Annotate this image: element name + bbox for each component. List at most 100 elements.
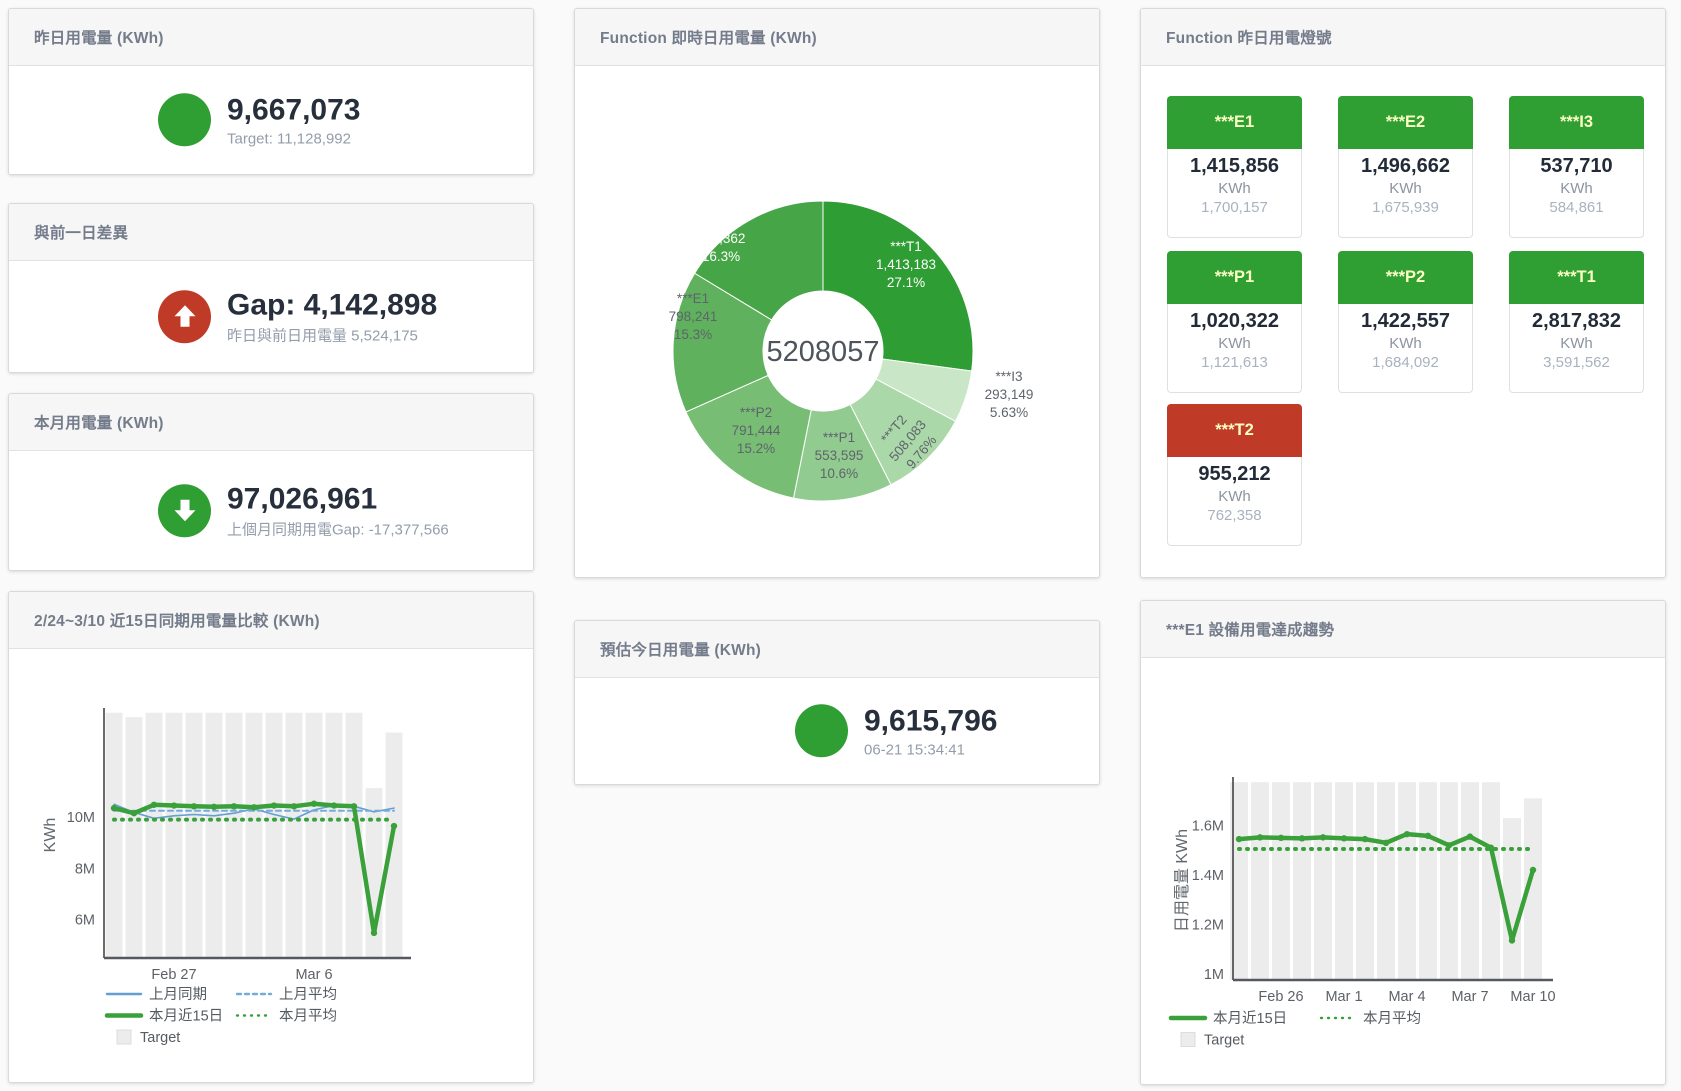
- tile-header[interactable]: ***T1: [1509, 251, 1644, 304]
- target-bar: [285, 712, 303, 958]
- y-tick-label: 10M: [67, 810, 95, 826]
- tile-header[interactable]: ***T2: [1167, 404, 1302, 457]
- y-axis-title: 日用電量 KWh: [1174, 829, 1191, 932]
- series-point[interactable]: [350, 803, 358, 810]
- light-tile-i3[interactable]: ***I3 537,710 KWh 584,861: [1509, 96, 1644, 238]
- series-point[interactable]: [170, 802, 178, 809]
- series-point[interactable]: [230, 803, 238, 810]
- legend-item[interactable]: 本月平均: [1319, 1010, 1421, 1027]
- series-point[interactable]: [1340, 835, 1348, 842]
- series-point[interactable]: [1529, 866, 1537, 874]
- series-point[interactable]: [1382, 839, 1390, 847]
- legend-label: Target: [1204, 1033, 1244, 1049]
- series-point[interactable]: [1466, 833, 1474, 840]
- light-tile-t1[interactable]: ***T1 2,817,832 KWh 3,591,562: [1509, 251, 1644, 393]
- tile-target: 762,358: [1207, 507, 1262, 524]
- x-tick-label: Mar 4: [1388, 989, 1425, 1005]
- donut-slice-e2[interactable]: [694, 200, 824, 321]
- series-point[interactable]: [210, 803, 218, 811]
- tile-body: 537,710 KWh 584,861: [1509, 149, 1644, 238]
- panel-header[interactable]: 預估今日用電量 (KWh): [575, 621, 1099, 678]
- panel-trend-chart: ***E1 設備用電達成趨勢 1M 1.2M 1.4M 1.6M Feb 26 Mar 1…: [1140, 600, 1666, 1085]
- tile-header[interactable]: ***E2: [1338, 96, 1473, 149]
- tile-name: ***P1: [1214, 268, 1255, 286]
- tile-header[interactable]: ***E1: [1167, 96, 1302, 149]
- legend-item[interactable]: 本月近15日: [1168, 1010, 1287, 1027]
- series-point[interactable]: [1403, 830, 1411, 838]
- legend-item[interactable]: Target: [116, 1029, 180, 1046]
- y-tick-label: 8M: [75, 861, 95, 877]
- tile-value: 1,415,856: [1190, 155, 1279, 177]
- panel-header[interactable]: 本月用電量 (KWh): [9, 394, 533, 451]
- tile-header[interactable]: ***P2: [1338, 251, 1473, 304]
- donut-slice-label: ***P1 553,595 10.6%: [815, 430, 864, 481]
- legend-item[interactable]: 本月平均: [235, 1008, 337, 1025]
- series-point[interactable]: [310, 800, 318, 807]
- series-point[interactable]: [1361, 835, 1369, 843]
- tile-value: 955,212: [1198, 463, 1271, 485]
- tile-value: 1,496,662: [1361, 155, 1450, 177]
- target-bar: [165, 712, 183, 958]
- tile-target: 584,861: [1549, 199, 1604, 216]
- target-bar: [1524, 798, 1542, 980]
- panel-header[interactable]: 2/24~3/10 近15日同期用電量比較 (KWh): [9, 592, 533, 649]
- legend-item[interactable]: 上月平均: [235, 986, 337, 1003]
- panel-header[interactable]: ***E1 設備用電達成趨勢: [1141, 601, 1665, 658]
- panel-title: 與前一日差異: [34, 225, 129, 242]
- series-point[interactable]: [150, 801, 158, 808]
- target-bar: [1398, 782, 1416, 980]
- tile-header[interactable]: ***I3: [1509, 96, 1644, 149]
- y-tick-label: 1.2M: [1192, 917, 1224, 933]
- panel-title: Function 昨日用電燈號: [1166, 30, 1332, 47]
- tile-header[interactable]: ***P1: [1167, 251, 1302, 304]
- tile-value: 2,817,832: [1532, 310, 1621, 332]
- y-tick-label: 1.6M: [1192, 818, 1224, 834]
- target-bar: [1461, 782, 1479, 980]
- series-point[interactable]: [1508, 937, 1516, 944]
- target-bar: [325, 712, 343, 958]
- series-point[interactable]: [110, 804, 118, 812]
- series-point[interactable]: [1424, 832, 1432, 840]
- donut-slice-label: ***E2 850,362 16.3%: [697, 213, 746, 264]
- tile-name: ***I3: [1559, 113, 1594, 131]
- panel-header[interactable]: 與前一日差異: [9, 204, 533, 261]
- series-point[interactable]: [130, 810, 138, 817]
- series-point[interactable]: [1298, 835, 1306, 842]
- panel-header[interactable]: 昨日用電量 (KWh): [9, 9, 533, 66]
- panel-header[interactable]: Function 昨日用電燈號: [1141, 9, 1665, 66]
- stat-value: 97,026,961: [227, 481, 378, 515]
- light-tile-e1[interactable]: ***E1 1,415,856 KWh 1,700,157: [1167, 96, 1302, 238]
- panel-yesterday-lights: Function 昨日用電燈號 ***E1 1,415,856 KWh 1,70…: [1140, 8, 1666, 578]
- light-tile-p1[interactable]: ***P1 1,020,322 KWh 1,121,613: [1167, 251, 1302, 393]
- tile-unit: KWh: [1389, 180, 1422, 197]
- light-tile-e2[interactable]: ***E2 1,496,662 KWh 1,675,939: [1338, 96, 1473, 238]
- panel-header[interactable]: Function 即時日用電量 (KWh): [575, 9, 1099, 66]
- series-point[interactable]: [1445, 842, 1453, 849]
- series-point[interactable]: [330, 802, 338, 809]
- series-point[interactable]: [1235, 835, 1243, 843]
- tile-unit: KWh: [1560, 335, 1593, 352]
- series-point[interactable]: [250, 804, 258, 811]
- light-tile-p2[interactable]: ***P2 1,422,557 KWh 1,684,092: [1338, 251, 1473, 393]
- stat-subtext: 昨日與前日用電量 5,524,175: [227, 327, 418, 345]
- legend-item[interactable]: 本月近15日: [104, 1008, 223, 1025]
- series-point[interactable]: [370, 929, 378, 937]
- donut-slice-t1[interactable]: [822, 200, 974, 372]
- stat-subtext: 上個月同期用電Gap: -17,377,566: [227, 521, 449, 539]
- donut-slice-e1[interactable]: [672, 272, 773, 413]
- series-point[interactable]: [270, 802, 278, 809]
- legend-item[interactable]: 上月同期: [105, 986, 207, 1003]
- legend-label: 上月平均: [279, 986, 337, 1003]
- series-point[interactable]: [1277, 834, 1285, 842]
- tile-body: 1,415,856 KWh 1,700,157: [1167, 149, 1302, 238]
- tile-value: 1,422,557: [1361, 310, 1450, 332]
- series-point[interactable]: [1319, 834, 1327, 841]
- light-tile-t2[interactable]: ***T2 955,212 KWh 762,358: [1167, 404, 1302, 546]
- legend-item[interactable]: Target: [1180, 1032, 1244, 1049]
- series-point[interactable]: [190, 803, 198, 810]
- donut-slice-p2[interactable]: [685, 374, 812, 499]
- tile-body: 1,020,322 KWh 1,121,613: [1167, 304, 1302, 393]
- series-point[interactable]: [390, 822, 398, 830]
- series-point[interactable]: [290, 803, 298, 810]
- series-point[interactable]: [1256, 834, 1264, 841]
